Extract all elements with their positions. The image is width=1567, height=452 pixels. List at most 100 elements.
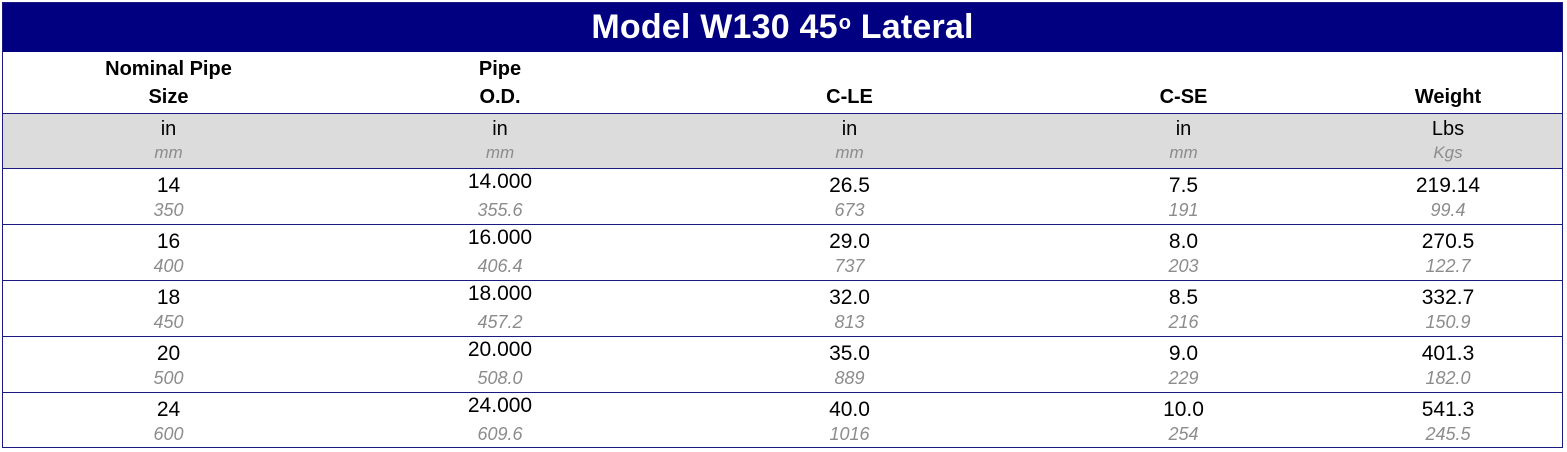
unit-imperial: Lbs: [1431, 118, 1465, 140]
unit-cell: in mm: [334, 113, 666, 169]
header-line1: Nominal Pipe: [105, 58, 232, 80]
c-le-cell: 26.5 673: [666, 168, 1033, 225]
value-metric: 355.6: [477, 200, 523, 220]
column-header-c-se: C-SE: [1033, 52, 1334, 114]
size-cell: 18 450: [3, 280, 334, 337]
value-imperial: 20: [156, 342, 181, 365]
value-imperial: 40.0: [829, 398, 870, 421]
size-cell: 16 400: [3, 224, 334, 281]
od-cell: 14.000 355.6: [334, 168, 666, 225]
value-metric: 609.6: [477, 424, 523, 444]
value-imperial: 16.000: [467, 226, 533, 249]
value-imperial: 18.000: [467, 282, 533, 305]
value-metric: 1016: [829, 424, 870, 444]
value-imperial: 14: [156, 174, 181, 197]
value-imperial: 29.0: [829, 230, 870, 253]
value-metric: 229: [1168, 368, 1199, 388]
value-imperial: 35.0: [829, 342, 870, 365]
value-metric: 508.0: [477, 368, 523, 388]
value-imperial: 18: [156, 286, 181, 309]
value-imperial: 16: [156, 230, 181, 253]
value-imperial: 270.5: [1421, 230, 1475, 253]
degree-superscript: o: [838, 12, 852, 34]
title-prefix: Model W130 45: [591, 8, 838, 46]
column-header-size: Nominal Pipe Size: [3, 52, 334, 114]
unit-cell: in mm: [3, 113, 334, 169]
value-imperial: 541.3: [1421, 398, 1475, 421]
unit-metric: mm: [1169, 143, 1198, 162]
value-metric: 500: [153, 368, 184, 388]
unit-imperial: in: [841, 118, 858, 140]
value-metric: 99.4: [1430, 200, 1466, 220]
c-se-cell: 7.5 191: [1033, 168, 1334, 225]
value-imperial: 10.0: [1163, 398, 1204, 421]
value-metric: 406.4: [477, 256, 523, 276]
value-imperial: 332.7: [1421, 286, 1475, 309]
c-se-cell: 8.0 203: [1033, 224, 1334, 281]
c-le-cell: 32.0 813: [666, 280, 1033, 337]
spec-table: Nominal Pipe Size Pipe O.D. C-LE C-SE Weig…: [3, 52, 1562, 448]
unit-row: in mm in mm in mm in mm Lbs Kgs: [3, 113, 1562, 169]
table-row: 18 450 18.000 457.2 32.0 813 8.5 216 332.7 15…: [3, 280, 1562, 337]
table-row: 14 350 14.000 355.6 26.5 673 7.5 191 219.14 9…: [3, 168, 1562, 225]
value-metric: 150.9: [1425, 312, 1471, 332]
size-cell: 14 350: [3, 168, 334, 225]
table-row: 24 600 24.000 609.6 40.0 1016 10.0 254 541.3…: [3, 393, 1562, 448]
od-cell: 18.000 457.2: [334, 280, 666, 337]
value-imperial: 26.5: [829, 174, 870, 197]
size-cell: 24 600: [3, 393, 334, 448]
value-metric: 245.5: [1425, 424, 1471, 444]
unit-cell: in mm: [666, 113, 1033, 169]
unit-metric: mm: [154, 143, 183, 162]
value-metric: 122.7: [1425, 256, 1471, 276]
table-row: 16 400 16.000 406.4 29.0 737 8.0 203 270.5 12…: [3, 224, 1562, 281]
value-metric: 182.0: [1425, 368, 1471, 388]
od-cell: 24.000 609.6: [334, 393, 666, 448]
header-line2: Size: [148, 86, 189, 108]
value-metric: 216: [1168, 312, 1199, 332]
c-se-cell: 8.5 216: [1033, 280, 1334, 337]
header-line1: Pipe: [478, 58, 522, 80]
c-se-cell: 10.0 254: [1033, 393, 1334, 448]
weight-cell: 332.7 150.9: [1334, 280, 1562, 337]
unit-metric: Kgs: [1433, 143, 1463, 162]
c-le-cell: 40.0 1016: [666, 393, 1033, 448]
value-imperial: 14.000: [467, 170, 533, 193]
value-metric: 450: [153, 312, 184, 332]
column-header-c-le: C-LE: [666, 52, 1033, 114]
value-metric: 350: [153, 200, 184, 220]
value-imperial: 7.5: [1168, 174, 1199, 197]
value-imperial: 20.000: [467, 338, 533, 361]
table-title: Model W130 45 o Lateral: [3, 3, 1562, 52]
column-header-od: Pipe O.D.: [334, 52, 666, 114]
weight-cell: 219.14 99.4: [1334, 168, 1562, 225]
value-imperial: 24.000: [467, 394, 533, 417]
weight-cell: 541.3 245.5: [1334, 393, 1562, 448]
unit-imperial: in: [492, 118, 508, 140]
value-metric: 457.2: [477, 312, 523, 332]
header-line2: Weight: [1414, 86, 1482, 108]
value-imperial: 24: [156, 398, 181, 421]
value-imperial: 401.3: [1421, 342, 1475, 365]
value-metric: 400: [153, 256, 184, 276]
od-cell: 20.000 508.0: [334, 336, 666, 393]
value-metric: 600: [153, 424, 184, 444]
value-metric: 813: [834, 312, 865, 332]
od-cell: 16.000 406.4: [334, 224, 666, 281]
value-metric: 203: [1168, 256, 1199, 276]
title-suffix: Lateral: [851, 8, 974, 46]
header-line2: C-SE: [1159, 86, 1208, 108]
value-imperial: 8.0: [1168, 230, 1199, 253]
unit-metric: mm: [485, 143, 515, 162]
unit-cell: in mm: [1033, 113, 1334, 169]
header-line2: C-LE: [826, 86, 873, 108]
value-imperial: 32.0: [829, 286, 870, 309]
value-metric: 889: [834, 368, 865, 388]
value-metric: 673: [834, 200, 865, 220]
weight-cell: 401.3 182.0: [1334, 336, 1562, 393]
value-metric: 254: [1168, 424, 1199, 444]
weight-cell: 270.5 122.7: [1334, 224, 1562, 281]
header-line2: O.D.: [479, 86, 521, 108]
column-header-weight: Weight: [1334, 52, 1562, 114]
